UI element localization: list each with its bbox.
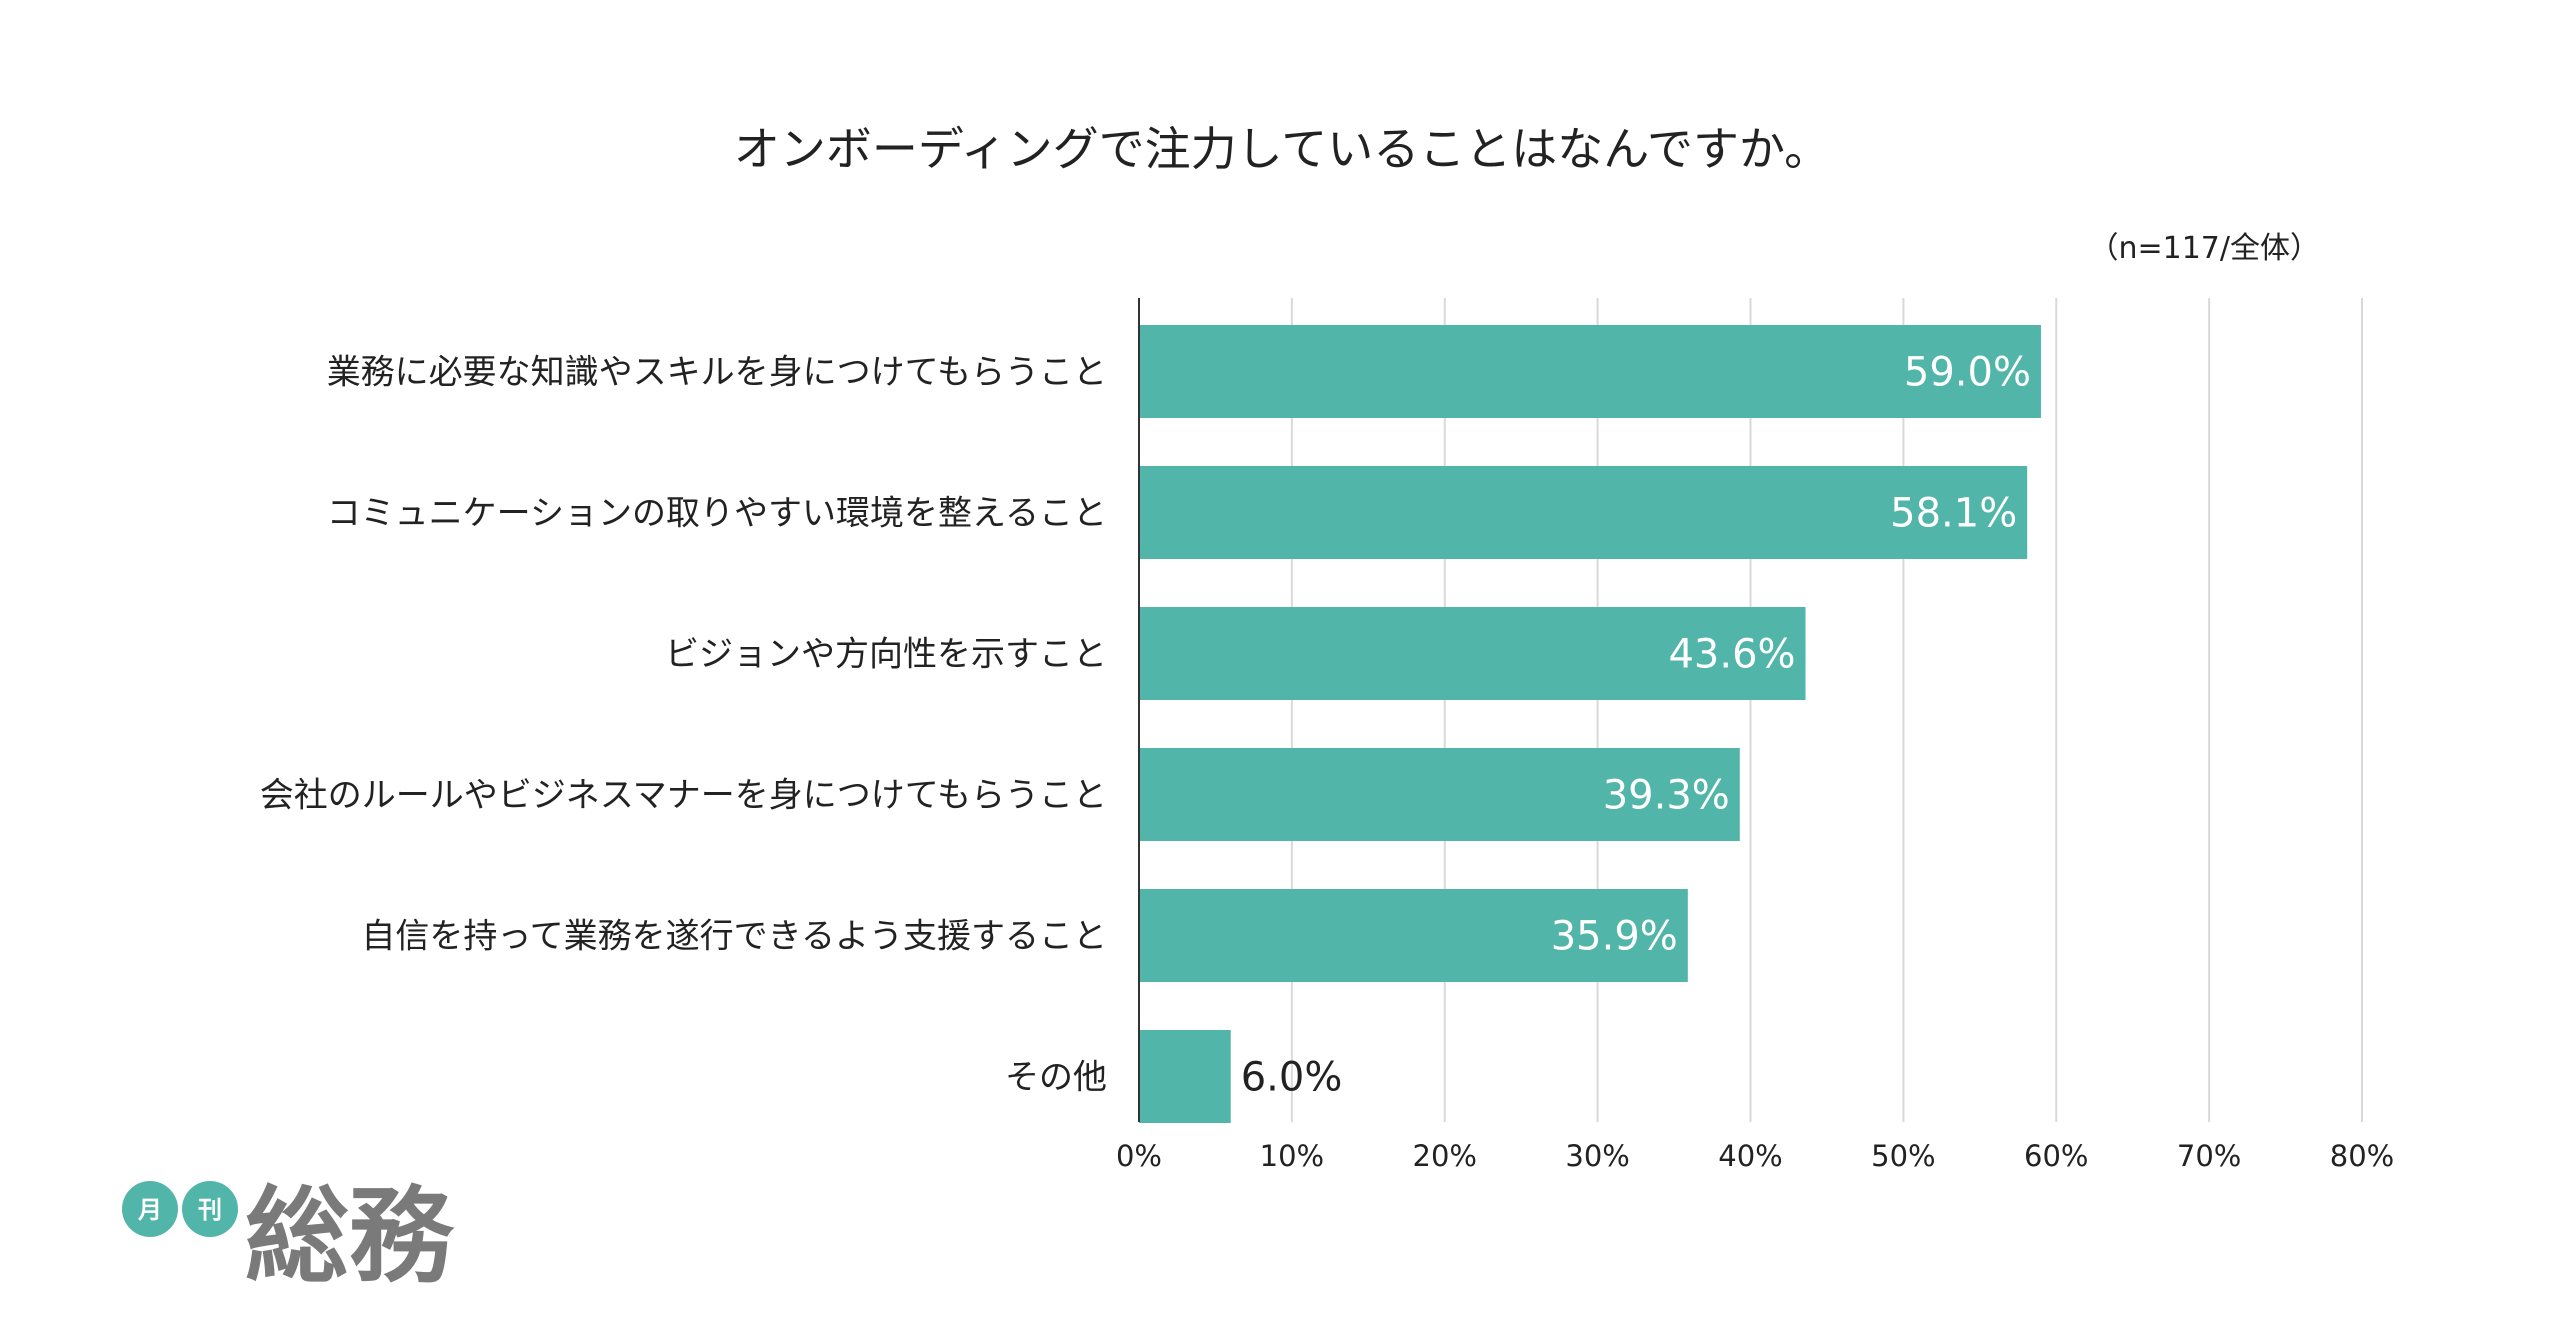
bar-1 bbox=[1139, 466, 2028, 559]
sample-size-note: （n=117/全体） bbox=[2088, 231, 2320, 266]
value-label-2: 43.6% bbox=[1668, 632, 1795, 678]
logo-circle-publication-text: 刊 bbox=[198, 1196, 222, 1224]
bar-5 bbox=[1139, 1030, 1231, 1123]
x-tick-label-40: 40% bbox=[1718, 1139, 1782, 1173]
x-tick-label-60: 60% bbox=[2024, 1139, 2088, 1173]
logo-circle-publication bbox=[182, 1181, 238, 1237]
x-tick-label-80: 80% bbox=[2330, 1139, 2394, 1173]
category-label-4: 自信を持って業務を遂行できるよう支援すること bbox=[361, 917, 1107, 957]
value-label-5: 6.0% bbox=[1241, 1055, 1343, 1101]
bar-2 bbox=[1139, 607, 1806, 700]
value-label-1: 58.1% bbox=[1890, 491, 2017, 537]
x-tick-label-50: 50% bbox=[1871, 1139, 1935, 1173]
gekkan-soumu-logo: 月 刊 総務 bbox=[122, 1175, 455, 1297]
category-labels: 業務に必要な知識やスキルを身につけてもらうことコミュニケーションの取りやすい環境… bbox=[260, 353, 1107, 1098]
bar-0 bbox=[1139, 325, 2041, 418]
bars bbox=[1139, 325, 2041, 1123]
category-label-2: ビジョンや方向性を示すこと bbox=[665, 635, 1107, 675]
category-label-0: 業務に必要な知識やスキルを身につけてもらうこと bbox=[327, 353, 1107, 393]
gridlines bbox=[1290, 298, 2363, 1122]
bar-4 bbox=[1139, 889, 1688, 982]
x-tick-label-70: 70% bbox=[2177, 1139, 2241, 1173]
x-tick-label-10: 10% bbox=[1260, 1139, 1324, 1173]
chart-title: オンボーディングで注力していることはなんですか。 bbox=[734, 122, 1830, 176]
category-label-3: 会社のルールやビジネスマナーを身につけてもらうこと bbox=[260, 776, 1107, 816]
x-axis-ticks: 0% 10% 20% 30% 40% 50% 60% 70% 80% bbox=[1116, 1139, 2394, 1173]
category-label-5: その他 bbox=[1005, 1058, 1107, 1098]
category-label-1: コミュニケーションの取りやすい環境を整えること bbox=[327, 494, 1107, 534]
value-label-3: 39.3% bbox=[1603, 773, 1730, 819]
value-labels: 59.0% 58.1% 43.6% 39.3% 35.9% 6.0% bbox=[1241, 350, 2031, 1101]
x-tick-label-20: 20% bbox=[1413, 1139, 1477, 1173]
bar-3 bbox=[1139, 748, 1740, 841]
x-tick-label-0: 0% bbox=[1116, 1139, 1162, 1173]
x-tick-label-30: 30% bbox=[1565, 1139, 1629, 1173]
value-label-0: 59.0% bbox=[1904, 350, 2031, 396]
logo-circle-month bbox=[122, 1181, 178, 1237]
logo-circle-month-text: 月 bbox=[137, 1196, 162, 1224]
logo-name: 総務 bbox=[245, 1175, 455, 1297]
value-label-4: 35.9% bbox=[1551, 914, 1678, 960]
